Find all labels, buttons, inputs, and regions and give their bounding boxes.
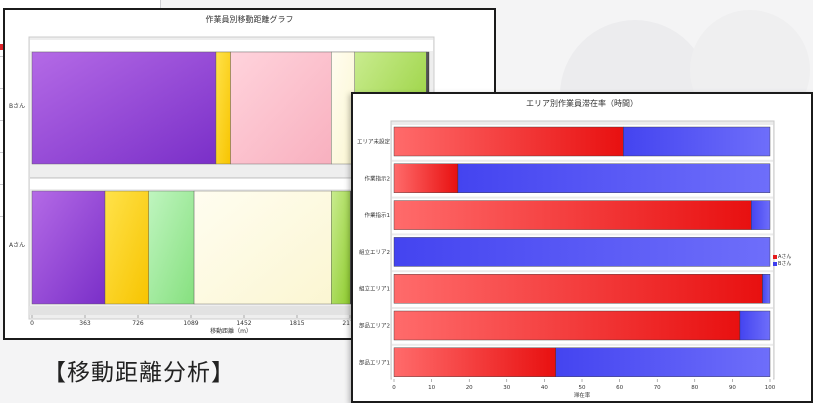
bar-segment [215, 51, 231, 165]
legend-label: Aさん [778, 254, 792, 260]
x-tick-label: 40 [541, 385, 548, 391]
legend-label: Bさん [778, 261, 792, 267]
x-tick-label: 100 [765, 385, 776, 391]
x-axis-band [29, 306, 434, 315]
bar-segment [393, 347, 556, 378]
bar-segment [555, 347, 771, 378]
x-tick-label: 363 [79, 320, 91, 327]
bar-segment [393, 163, 459, 194]
bar-segment [457, 163, 771, 194]
x-tick-label: 0 [392, 385, 396, 391]
bar-segment [331, 190, 351, 305]
bar-segment [393, 310, 741, 341]
bar-segment [393, 200, 752, 230]
x-tick-label: 70 [654, 385, 661, 391]
x-axis-label: 移動距離（m） [210, 327, 252, 335]
stay-rate-legend: Aさん Bさん [773, 254, 791, 268]
x-tick-label: 60 [616, 385, 623, 391]
x-tick-label: 1815 [289, 320, 304, 327]
x-tick-label: 50 [579, 385, 586, 391]
category-label: 作業指示1 [365, 211, 391, 219]
row-band [30, 40, 433, 51]
category-label: 組立エリア2 [359, 248, 390, 256]
legend-swatch [773, 261, 777, 266]
category-label: Aさん [9, 242, 25, 249]
legend-item-b: Bさん [773, 261, 791, 268]
bar-segment [739, 310, 771, 341]
x-tick-label: 20 [466, 385, 473, 391]
legend-item-a: Aさん [773, 254, 791, 261]
category-label: 部品エリア1 [359, 358, 390, 366]
x-axis-label: 滞在率 [574, 391, 591, 399]
bar-segment [230, 51, 332, 165]
bar-segment [751, 200, 771, 230]
x-tick-label: 80 [691, 385, 698, 391]
x-tick-label: 90 [729, 385, 736, 391]
stay-rate-chart-window: エリア別作業員滞在率（時間） エリア未設定作業指示2 作業指示1 組立エリア2 組立エ… [351, 92, 813, 403]
bar-segment [762, 273, 771, 304]
bar-segment [148, 190, 195, 305]
category-label: エリア未設定 [357, 138, 391, 146]
bar-segment [393, 237, 771, 267]
row-band [30, 178, 433, 189]
bar-segment [193, 190, 332, 305]
bar-segment [393, 273, 763, 304]
x-tick-label: 726 [132, 320, 144, 327]
stay-rate-chart-title: エリア別作業員滞在率（時間） [526, 99, 638, 108]
x-tick-label: 1452 [236, 320, 251, 327]
category-label: 組立エリア1 [359, 285, 390, 293]
x-tick-label: 1089 [183, 320, 198, 327]
distance-chart-title: 作業員別移動距離グラフ [205, 15, 294, 24]
section-caption: 【移動距離分析】 [43, 360, 235, 386]
x-tick-label: 10 [428, 385, 435, 391]
category-label: 作業指示2 [365, 174, 391, 182]
x-tick-label: 0 [30, 320, 34, 327]
bar-segment [623, 126, 771, 157]
category-label: 部品エリア2 [359, 322, 390, 330]
x-tick-label: 2178 [342, 320, 357, 327]
legend-swatch [773, 254, 777, 259]
bar-segment [104, 190, 150, 305]
bar-segment [393, 126, 624, 157]
x-tick-label: 30 [503, 385, 510, 391]
bar-segment [31, 190, 106, 305]
bar-segment [31, 51, 217, 165]
category-label: Bさん [9, 103, 25, 110]
